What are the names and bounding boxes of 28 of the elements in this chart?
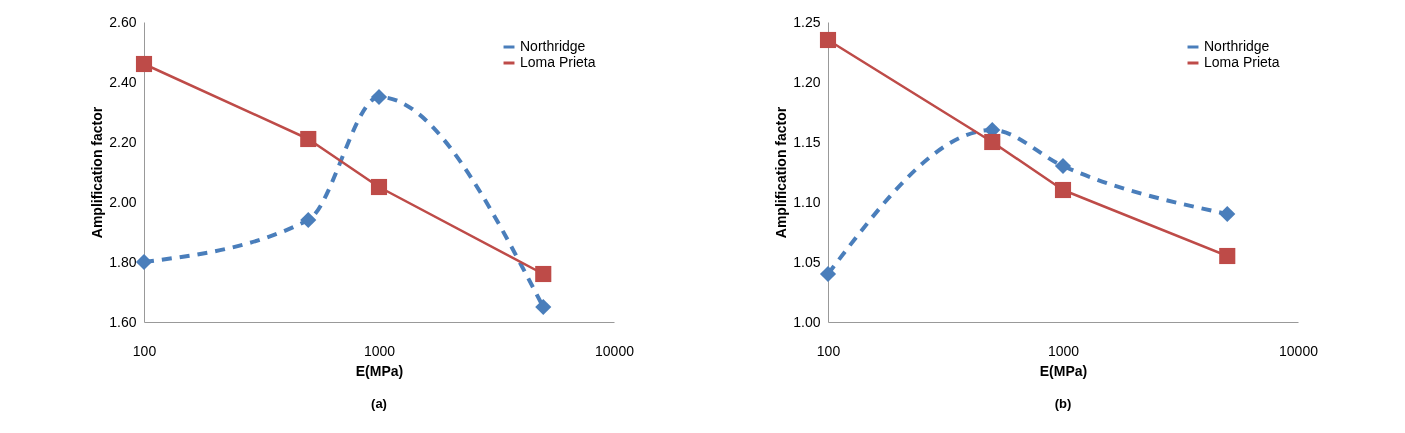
y-tick-label: 1.80 (109, 253, 137, 270)
x-axis-title: E(MPa) (355, 362, 404, 379)
x-tick-label: 100 (132, 342, 157, 359)
text: (b) (1054, 396, 1072, 411)
legend-label: Northridge (520, 38, 586, 54)
y-tick-label: 2.00 (109, 193, 137, 210)
y-axis-title: Amplification factor (89, 106, 106, 239)
y-tick-label: 2.40 (109, 73, 137, 90)
legend-label: Northridge (1204, 38, 1270, 54)
y-axis-title: Amplification factor (773, 106, 790, 239)
x-tick-label: 10000 (1279, 342, 1319, 359)
y-tick-label: 1.25 (793, 13, 821, 30)
x-tick-label: 1000 (1047, 342, 1080, 359)
y-tick-label: 1.20 (793, 73, 821, 90)
y-tick-label: 2.60 (109, 13, 137, 30)
y-tick-label: 1.15 (793, 133, 821, 150)
x-tick-label: 1000 (363, 342, 396, 359)
legend-label: Loma Prieta (520, 54, 596, 70)
y-tick-label: 1.05 (793, 253, 821, 270)
y-tick-label: 1.10 (793, 193, 821, 210)
y-tick-label: 2.20 (109, 133, 137, 150)
legend-label: Loma Prieta (1204, 54, 1280, 70)
y-tick-label: 1.00 (793, 313, 821, 330)
x-tick-label: 100 (816, 342, 841, 359)
x-axis-title: E(MPa) (1039, 362, 1088, 379)
y-tick-label: 1.60 (109, 313, 137, 330)
x-tick-label: 10000 (595, 342, 635, 359)
text: (a) (371, 396, 387, 411)
